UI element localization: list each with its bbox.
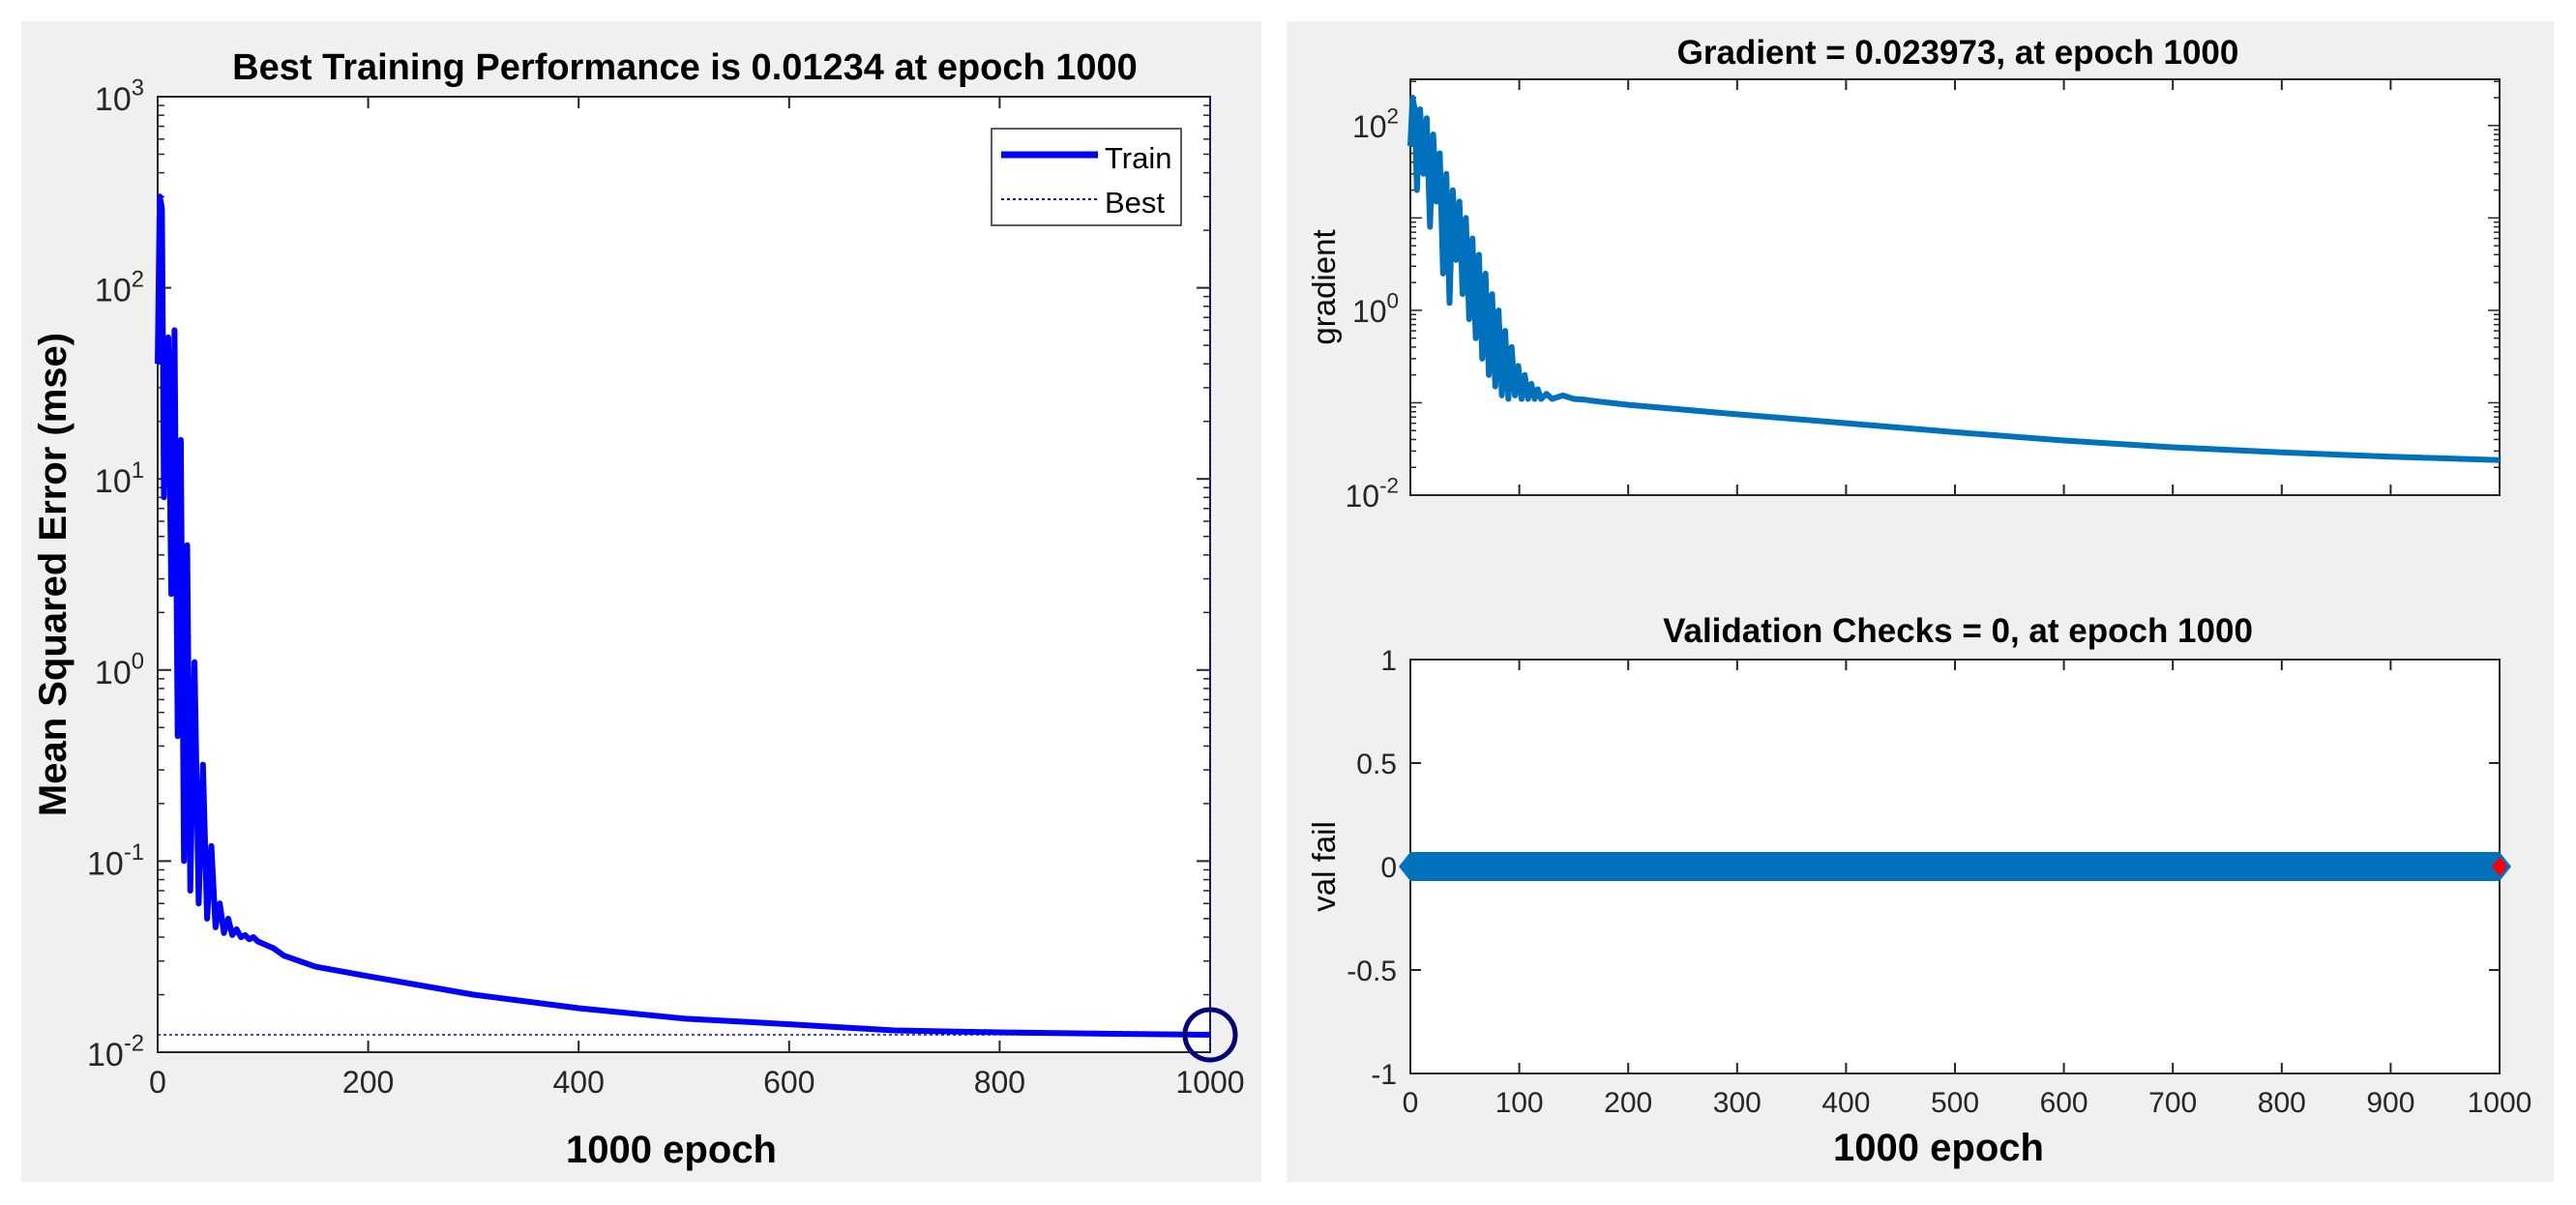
validation-ticks: 0 100 200 300 400 500 600 700 800 900 1000 -1 -0.5 0 0…: [1347, 645, 2532, 1119]
x-tick-label: 0: [1403, 1087, 1419, 1119]
train-line: [155, 193, 1211, 1038]
y-tick-label: 1: [1380, 645, 1397, 677]
val-fail-start-diamond: [1399, 852, 1422, 881]
legend-box: [991, 128, 1182, 226]
x-tick-label: 200: [342, 1065, 394, 1100]
x-tick-label: 700: [2148, 1087, 2197, 1119]
x-tick-label: 1000: [1175, 1065, 1244, 1100]
gradient-plot-area: [1407, 95, 2501, 463]
legend-best-label: Best: [1105, 186, 1165, 220]
x-tick-label: 600: [2040, 1087, 2088, 1119]
val-fail-last-point: [2492, 857, 2507, 876]
gradient-y-axis-label: gradient: [1306, 229, 1342, 344]
y-tick-label: 101: [95, 457, 144, 500]
y-tick-label: -0.5: [1347, 955, 1397, 987]
performance-axes: [157, 96, 1211, 1053]
gradient-title: Gradient = 0.023973, at epoch 1000: [1677, 34, 2239, 72]
x-tick-label: 900: [2366, 1087, 2414, 1119]
val-fail-marker-band: [1410, 852, 2500, 881]
x-tick-label: 600: [763, 1065, 814, 1100]
y-tick-label: 100: [1352, 288, 1399, 328]
y-tick-label: 10-2: [87, 1031, 144, 1073]
gradient-line: [1407, 95, 2501, 463]
y-tick-label: 0: [1380, 852, 1397, 884]
y-tick-label: 0.5: [1356, 749, 1397, 780]
x-tick-label: 300: [1713, 1087, 1762, 1119]
performance-legend: Train Best: [991, 128, 1182, 226]
x-tick-label: 100: [1495, 1087, 1544, 1119]
performance-ticks: 0 200 400 600 800 1000 10-2 10-1 100 101 102 103: [87, 75, 1245, 1100]
x-tick-label: 500: [1931, 1087, 1979, 1119]
performance-y-axis-label: Mean Squared Error (mse): [32, 333, 74, 816]
gradient-axes: [1409, 78, 2501, 496]
y-tick-label: 100: [95, 649, 144, 691]
legend-train-label: Train: [1105, 141, 1171, 175]
performance-title: Best Training Performance is 0.01234 at …: [232, 47, 1138, 88]
validation-chart: Validation Checks = 0, at epoch 1000 0 10…: [1306, 612, 2532, 1169]
performance-chart: Best Training Performance is 0.01234 at …: [32, 47, 1245, 1171]
y-tick-label: 10-1: [87, 839, 144, 882]
validation-title: Validation Checks = 0, at epoch 1000: [1663, 612, 2253, 650]
gradient-chart: Gradient = 0.023973, at epoch 1000 10-2 1…: [1306, 34, 2501, 514]
validation-y-axis-label: val fail: [1306, 821, 1342, 912]
performance-plot-area: [155, 97, 1238, 1063]
x-tick-label: 0: [149, 1065, 166, 1100]
validation-x-axis-label: 1000 epoch: [1833, 1127, 2044, 1169]
x-tick-label: 200: [1604, 1087, 1652, 1119]
y-tick-label: 10-2: [1345, 474, 1399, 514]
y-tick-label: 102: [1352, 103, 1399, 143]
y-tick-label: -1: [1371, 1059, 1397, 1091]
x-tick-label: 800: [974, 1065, 1025, 1100]
performance-x-axis-label: 1000 epoch: [566, 1129, 777, 1171]
best-point-marker: [1182, 1007, 1238, 1063]
x-tick-label: 400: [553, 1065, 605, 1100]
validation-plot-area: [1399, 852, 2511, 881]
y-tick-label: 102: [95, 266, 144, 309]
y-tick-label: 103: [95, 75, 144, 118]
x-tick-label: 800: [2258, 1087, 2306, 1119]
x-tick-label: 1000: [2468, 1087, 2532, 1119]
x-tick-label: 400: [1821, 1087, 1870, 1119]
